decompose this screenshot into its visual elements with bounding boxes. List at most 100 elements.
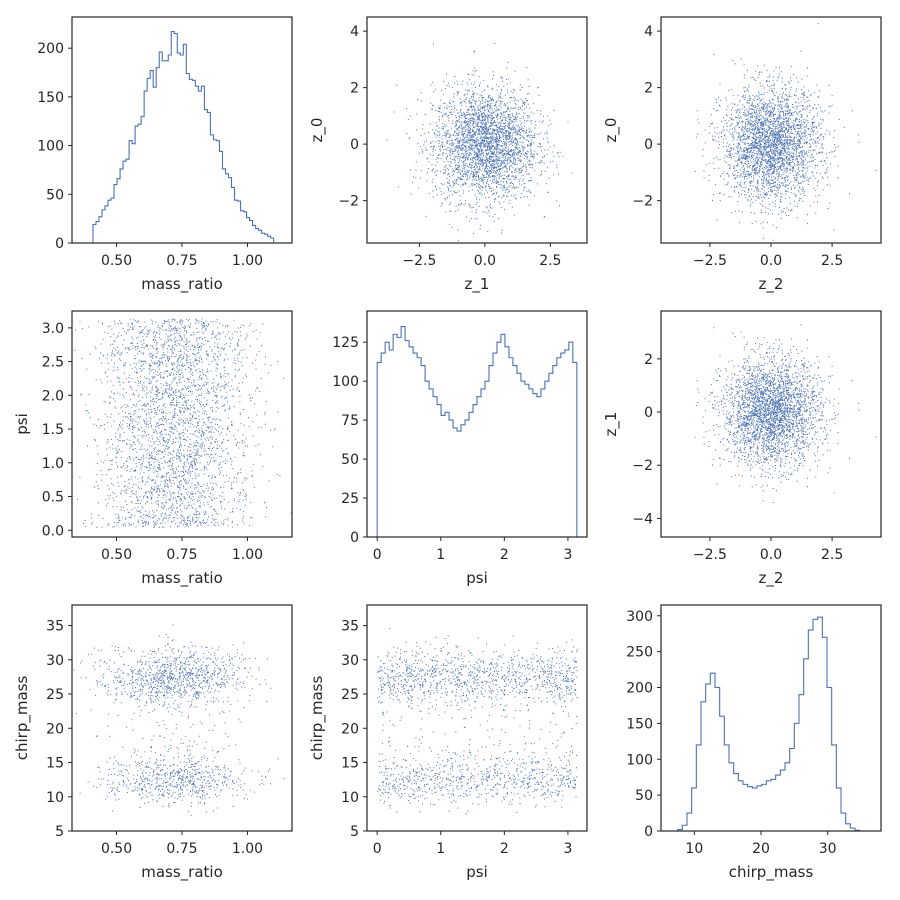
y-tick-label: 25	[341, 687, 359, 703]
y-tick-label: 25	[46, 687, 64, 703]
x-axis-label: z_2	[759, 275, 784, 294]
y-tick-label: 15	[341, 756, 359, 772]
x-axis-label: psi	[466, 863, 488, 881]
histogram-step-line	[677, 616, 865, 831]
x-tick-label: 20	[752, 841, 770, 857]
y-tick-label: 2	[644, 81, 653, 97]
x-tick-label: 1.00	[232, 253, 263, 269]
scatter-points	[377, 628, 578, 815]
y-tick-label: 50	[341, 452, 359, 468]
x-tick-label: 0	[373, 547, 382, 563]
y-tick-label: 35	[341, 619, 359, 635]
x-tick-label: −2.5	[693, 253, 727, 269]
x-tick-label: 2.5	[539, 253, 561, 269]
y-tick-label: 0	[350, 137, 359, 153]
plot-area	[386, 42, 573, 241]
y-tick-label: 0.0	[42, 523, 64, 539]
y-tick-label: 50	[46, 187, 64, 203]
panel-1-1: 0 1 2 3 0 25 50 75 100 125 psi	[332, 310, 588, 587]
panel-0-2: −2.5 0.0 2.5 −2 0 2 4 z_2 z_0	[602, 16, 882, 294]
x-tick-label: 30	[819, 841, 837, 857]
histogram-step-line	[376, 326, 578, 537]
scatter-points	[694, 324, 877, 503]
y-tick-label: 2	[350, 81, 359, 97]
y-tick-label: 3.0	[42, 321, 64, 337]
plot-area	[377, 628, 578, 815]
y-tick-label: 0.5	[42, 490, 64, 506]
plot-area	[376, 326, 578, 537]
y-tick-label: 4	[350, 24, 359, 40]
y-tick-label: 200	[626, 681, 653, 697]
x-tick-label: 0.75	[166, 253, 197, 269]
axes-frame	[366, 16, 588, 244]
x-tick-label: 2.5	[821, 547, 843, 563]
x-axis-label: z_1	[465, 275, 490, 294]
y-tick-label: 1.0	[42, 456, 64, 472]
y-tick-label: 250	[626, 645, 653, 661]
x-tick-label: 0.0	[474, 253, 496, 269]
y-tick-label: 125	[332, 335, 359, 351]
x-axis-label: z_2	[759, 569, 784, 588]
panel-1-0: 0.50 0.75 1.00 0.0 0.5 1.0 1.5 2.0 2.5 3.0 mass_ra…	[13, 310, 293, 588]
y-tick-label: −2	[338, 194, 359, 210]
x-tick-label: 10	[685, 841, 703, 857]
y-axis-label: chirp_mass	[308, 676, 327, 761]
y-tick-label: 100	[626, 752, 653, 768]
y-tick-label: 20	[341, 721, 359, 737]
x-tick-label: 1	[436, 841, 445, 857]
x-axis-label: mass_ratio	[141, 569, 223, 588]
y-axis-label: z_0	[308, 118, 327, 143]
x-tick-label: 2	[500, 841, 509, 857]
x-tick-label: −2.5	[693, 547, 727, 563]
y-tick-label: 100	[37, 139, 64, 155]
y-axis-label: z_0	[602, 118, 621, 143]
y-tick-label: 5	[350, 824, 359, 840]
y-tick-label: −4	[632, 511, 653, 527]
y-tick-label: −2	[632, 194, 653, 210]
scatter-points	[386, 42, 573, 241]
y-tick-label: 30	[46, 653, 64, 669]
x-tick-label: 1	[436, 547, 445, 563]
y-axis-label: psi	[13, 413, 31, 435]
panel-2-0: 0.50 0.75 1.00 5 10 15 20 25 30 35 mass_ratio chirp…	[13, 604, 293, 882]
x-tick-label: 2.5	[821, 253, 843, 269]
x-tick-label: 0.50	[101, 841, 132, 857]
x-tick-label: 0	[373, 841, 382, 857]
y-tick-label: 100	[332, 374, 359, 390]
axes-frame	[660, 604, 882, 832]
y-tick-label: 2	[644, 352, 653, 368]
x-tick-label: 1.00	[232, 841, 263, 857]
plot-area	[694, 324, 877, 503]
x-tick-label: 0.75	[166, 547, 197, 563]
histogram-step-line	[92, 31, 275, 243]
y-tick-label: 50	[635, 788, 653, 804]
x-axis-label: mass_ratio	[141, 863, 223, 882]
x-tick-label: 3	[563, 547, 572, 563]
y-tick-label: 200	[37, 41, 64, 57]
y-tick-label: 0	[55, 236, 64, 252]
y-tick-label: 0	[644, 137, 653, 153]
y-tick-label: 30	[341, 653, 359, 669]
x-tick-label: 1.00	[232, 547, 263, 563]
x-axis-label: psi	[466, 569, 488, 587]
y-tick-label: 75	[341, 413, 359, 429]
y-tick-label: 5	[55, 824, 64, 840]
y-axis-label: z_1	[602, 412, 621, 437]
panel-1-2: −2.5 0.0 2.5 −4 −2 0 2 z_2 z_1	[602, 310, 882, 588]
x-tick-label: 0.0	[760, 547, 782, 563]
plot-area	[92, 31, 275, 243]
axes-frame	[366, 604, 588, 832]
x-tick-label: 0.0	[760, 253, 782, 269]
y-tick-label: 300	[626, 609, 653, 625]
y-tick-label: 2.5	[42, 355, 64, 371]
y-tick-label: 15	[46, 756, 64, 772]
y-tick-label: 0	[644, 824, 653, 840]
x-tick-label: 3	[563, 841, 572, 857]
x-tick-label: 0.50	[101, 253, 132, 269]
y-tick-label: 150	[37, 90, 64, 106]
axes-frame	[366, 310, 588, 538]
